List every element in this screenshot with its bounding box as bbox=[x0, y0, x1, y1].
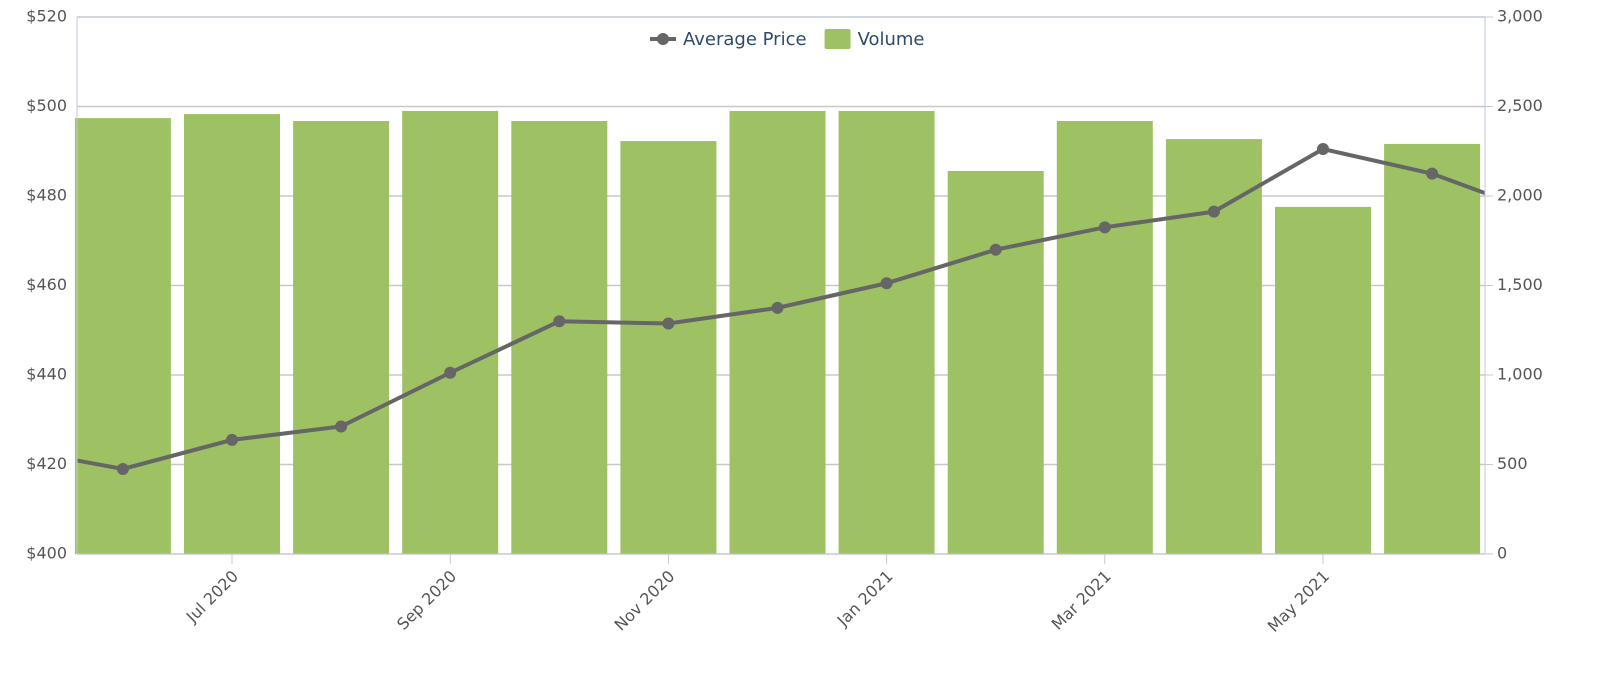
y-tick-label: $420 bbox=[26, 454, 67, 473]
bar bbox=[1056, 120, 1153, 555]
y2-tick-label: 1,500 bbox=[1497, 275, 1543, 294]
bar bbox=[838, 110, 935, 554]
legend-marker bbox=[657, 33, 669, 45]
point bbox=[771, 301, 784, 314]
bar bbox=[293, 120, 390, 555]
point bbox=[444, 366, 457, 379]
y-tick-label: $400 bbox=[26, 544, 67, 563]
bar bbox=[1165, 139, 1262, 554]
y2-tick-label: 2,500 bbox=[1497, 96, 1543, 115]
x-tick-label: Nov 2020 bbox=[611, 567, 679, 635]
bar bbox=[1384, 143, 1481, 554]
y2-tick-label: 1,000 bbox=[1497, 365, 1543, 384]
x-tick-label: Jan 2021 bbox=[833, 567, 897, 631]
bars bbox=[74, 110, 1481, 555]
legend-label: Average Price bbox=[683, 29, 807, 50]
x-tick-label: Mar 2021 bbox=[1048, 567, 1115, 634]
y2-tick-label: 0 bbox=[1497, 544, 1507, 563]
legend-swatch bbox=[824, 29, 851, 49]
point bbox=[1535, 208, 1547, 220]
bar bbox=[402, 110, 499, 554]
bar bbox=[947, 170, 1044, 554]
line-layer bbox=[8, 143, 1547, 475]
bar bbox=[74, 118, 171, 554]
bar bbox=[184, 114, 280, 554]
y2-tick-label: 3,000 bbox=[1497, 7, 1543, 26]
point bbox=[8, 443, 20, 455]
y-tick-label: $460 bbox=[26, 275, 67, 294]
legend-label: Volume bbox=[858, 29, 925, 50]
x-tick-label: Sep 2020 bbox=[393, 567, 460, 634]
legend: Average Price Volume bbox=[650, 29, 925, 50]
point bbox=[335, 420, 348, 433]
bar bbox=[729, 110, 826, 554]
bar bbox=[620, 141, 717, 554]
point bbox=[1098, 221, 1111, 234]
y-tick-label: $500 bbox=[26, 96, 67, 115]
point bbox=[880, 277, 893, 290]
point bbox=[226, 433, 238, 446]
point bbox=[553, 315, 566, 328]
x-tick-label: Jul 2020 bbox=[182, 567, 242, 627]
point bbox=[1317, 143, 1329, 156]
point bbox=[116, 462, 129, 475]
y-tick-label: $480 bbox=[26, 186, 67, 205]
point bbox=[662, 317, 675, 330]
y2-tick-label: 500 bbox=[1497, 454, 1528, 473]
bar bbox=[1275, 206, 1371, 554]
y2-tick-label: 2,000 bbox=[1497, 186, 1543, 205]
y-tick-label: $440 bbox=[26, 365, 67, 384]
point bbox=[989, 243, 1002, 256]
point bbox=[1207, 205, 1220, 218]
y-tick-label: $520 bbox=[26, 7, 67, 26]
point bbox=[1426, 167, 1439, 180]
x-tick-label: May 2021 bbox=[1264, 567, 1333, 636]
